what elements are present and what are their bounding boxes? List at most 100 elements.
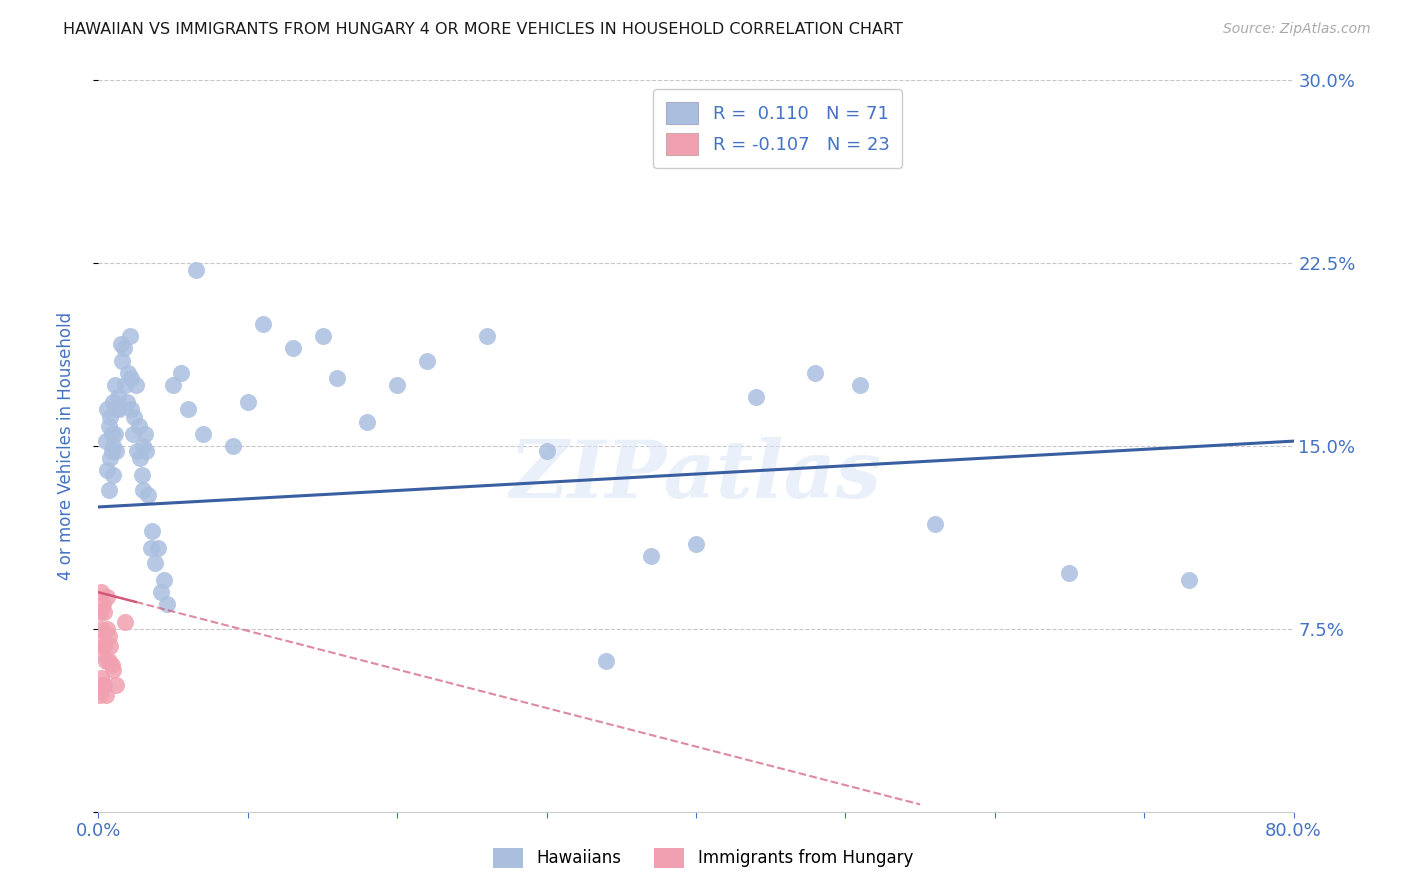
- Point: [125, 378, 148, 392]
- Point: [107, 390, 129, 404]
- Point: [94, 434, 117, 449]
- Point: [93, 678, 115, 692]
- Point: [105, 402, 128, 417]
- Point: [184, 263, 207, 277]
- Point: [96, 463, 118, 477]
- Legend: Hawaiians, Immigrants from Hungary: Hawaiians, Immigrants from Hungary: [486, 841, 920, 875]
- Point: [104, 426, 127, 441]
- Point: [89, 605, 111, 619]
- Point: [114, 378, 136, 392]
- Point: [117, 366, 139, 380]
- Point: [111, 353, 134, 368]
- Point: [105, 443, 128, 458]
- Point: [97, 419, 120, 434]
- Point: [112, 342, 135, 356]
- Point: [1178, 573, 1201, 587]
- Point: [105, 678, 128, 692]
- Point: [101, 658, 124, 673]
- Point: [475, 329, 498, 343]
- Point: [685, 536, 707, 550]
- Text: HAWAIIAN VS IMMIGRANTS FROM HUNGARY 4 OR MORE VEHICLES IN HOUSEHOLD CORRELATION : HAWAIIAN VS IMMIGRANTS FROM HUNGARY 4 OR…: [63, 22, 903, 37]
- Point: [101, 443, 124, 458]
- Point: [98, 639, 122, 653]
- Point: [103, 439, 125, 453]
- Point: [177, 402, 200, 417]
- Point: [96, 590, 118, 604]
- Point: [103, 663, 125, 677]
- Point: [114, 615, 136, 629]
- Point: [129, 451, 152, 466]
- Point: [139, 541, 162, 556]
- Point: [98, 409, 122, 424]
- Legend: R =  0.110   N = 71, R = -0.107   N = 23: R = 0.110 N = 71, R = -0.107 N = 23: [652, 89, 903, 168]
- Point: [536, 443, 558, 458]
- Point: [104, 378, 127, 392]
- Point: [94, 688, 117, 702]
- Point: [128, 419, 150, 434]
- Point: [1059, 566, 1081, 580]
- Point: [89, 646, 111, 660]
- Point: [98, 451, 122, 466]
- Text: ZIPatlas: ZIPatlas: [510, 436, 882, 514]
- Point: [143, 556, 166, 570]
- Point: [150, 585, 173, 599]
- Point: [97, 483, 120, 497]
- Point: [97, 654, 120, 668]
- Point: [134, 426, 156, 441]
- Point: [141, 524, 163, 539]
- Y-axis label: 4 or more Vehicles in Household: 4 or more Vehicles in Household: [56, 312, 75, 580]
- Point: [281, 342, 304, 356]
- Point: [311, 329, 333, 343]
- Point: [120, 402, 142, 417]
- Point: [118, 329, 141, 343]
- Point: [103, 395, 125, 409]
- Point: [89, 688, 111, 702]
- Point: [804, 366, 827, 380]
- Point: [127, 443, 149, 458]
- Point: [120, 370, 142, 384]
- Point: [153, 573, 176, 587]
- Point: [124, 409, 146, 424]
- Point: [131, 468, 153, 483]
- Point: [385, 378, 409, 392]
- Point: [121, 426, 143, 441]
- Point: [90, 585, 112, 599]
- Point: [115, 395, 138, 409]
- Point: [96, 622, 118, 636]
- Point: [148, 541, 170, 556]
- Point: [745, 390, 768, 404]
- Point: [356, 415, 378, 429]
- Point: [91, 634, 114, 648]
- Point: [103, 468, 125, 483]
- Point: [169, 366, 191, 380]
- Point: [90, 622, 112, 636]
- Point: [640, 549, 662, 563]
- Point: [91, 598, 114, 612]
- Point: [110, 336, 132, 351]
- Point: [326, 370, 349, 384]
- Point: [132, 439, 155, 453]
- Point: [222, 439, 245, 453]
- Text: Source: ZipAtlas.com: Source: ZipAtlas.com: [1223, 22, 1371, 37]
- Point: [93, 605, 115, 619]
- Point: [94, 654, 117, 668]
- Point: [849, 378, 872, 392]
- Point: [91, 678, 114, 692]
- Point: [132, 483, 155, 497]
- Point: [162, 378, 184, 392]
- Point: [101, 426, 124, 441]
- Point: [191, 426, 214, 441]
- Point: [90, 671, 112, 685]
- Point: [96, 402, 118, 417]
- Point: [416, 353, 439, 368]
- Point: [136, 488, 159, 502]
- Point: [252, 317, 274, 331]
- Point: [135, 443, 157, 458]
- Point: [97, 629, 120, 643]
- Point: [93, 639, 115, 653]
- Point: [236, 395, 259, 409]
- Point: [595, 654, 617, 668]
- Point: [924, 516, 946, 531]
- Point: [108, 402, 131, 417]
- Point: [156, 598, 179, 612]
